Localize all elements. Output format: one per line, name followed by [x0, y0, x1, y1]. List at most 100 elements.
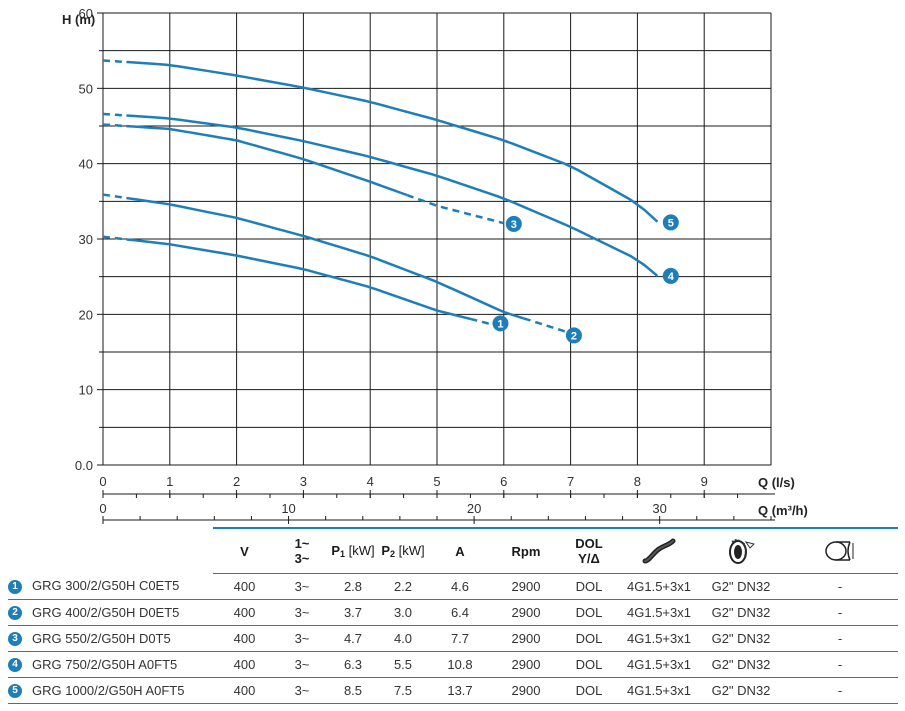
y-tick-label: 30: [79, 232, 93, 247]
phase-cell: 3~: [276, 573, 328, 600]
model-cell: 5 GRG 1000/2/G50H A0FT5: [8, 677, 213, 704]
header-amps: A: [428, 528, 492, 574]
x-tick-label: 9: [701, 474, 708, 489]
curve-number-badge: 4: [8, 658, 22, 673]
outlet-cell: G2" DN32: [700, 651, 782, 678]
float-cell: -: [782, 599, 898, 626]
curve-5-dashed-start: [103, 59, 127, 64]
header-p2-sub: 2: [390, 549, 396, 559]
curve-1-dashed-start: [102, 235, 127, 241]
header-phase: 1~ 3~: [276, 528, 328, 574]
x-tick-label: 2: [233, 474, 240, 489]
curve-5-solid: [126, 60, 659, 223]
curve-number-badge: 3: [8, 632, 22, 647]
curve-4-solid: [126, 114, 659, 277]
outlet-cell: G2" DN32: [700, 677, 782, 704]
header-voltage: V: [213, 528, 276, 574]
y-tick-label: 40: [79, 157, 93, 172]
header-p2-unit: [kW]: [395, 543, 425, 558]
p2-cell: 3.0: [378, 599, 428, 626]
curve-2-dashed-end: [523, 317, 571, 335]
curve-1-marker-label: 1: [497, 318, 503, 330]
table-row: 5 GRG 1000/2/G50H A0FT5 400 3~ 8.5 7.5 13.7 290…: [8, 677, 898, 704]
rpm-cell: 2900: [492, 677, 560, 704]
curve-2-marker: [565, 327, 582, 344]
model-name: GRG 300/2/G50H C0ET5: [32, 578, 180, 594]
x-tick-label: 8: [634, 474, 641, 489]
dol-cell: DOL: [560, 573, 618, 600]
header-dol-1: DOL: [575, 536, 603, 551]
p2-cell: 2.2: [378, 573, 428, 600]
p2-cell: 7.5: [378, 677, 428, 704]
curve-number-badge: 1: [8, 580, 22, 595]
curve-1-solid: [126, 238, 471, 321]
dol-cell: DOL: [560, 625, 618, 652]
v-cell: 400: [213, 651, 276, 678]
float-cell: -: [782, 651, 898, 678]
header-p1: P1 [kW]: [328, 528, 378, 574]
v-cell: 400: [213, 573, 276, 600]
float-cell: -: [782, 677, 898, 704]
model-cell: 4 GRG 750/2/G50H A0FT5: [8, 651, 213, 678]
p2-cell: 5.5: [378, 651, 428, 678]
float-switch-icon: [782, 528, 898, 574]
header-blank: [8, 529, 213, 574]
dol-cell: DOL: [560, 677, 618, 704]
cable-icon: [618, 528, 700, 574]
curve-2-dashed-start: [103, 193, 127, 200]
cable-cell: 4G1.5+3x1: [618, 625, 700, 652]
v-cell: 400: [213, 599, 276, 626]
a-cell: 7.7: [428, 625, 492, 652]
curve-5-marker: [662, 214, 679, 231]
y-tick-label: 0.0: [75, 458, 93, 473]
x-tick-label: 3: [300, 474, 307, 489]
y-tick-label: 60: [79, 6, 93, 21]
phase-cell: 3~: [276, 625, 328, 652]
header-dol-2: Y/Δ: [578, 551, 600, 566]
a-cell: 6.4: [428, 599, 492, 626]
x2-tick-label: 10: [281, 501, 295, 516]
model-cell: 2 GRG 400/2/G50H D0ET5: [8, 599, 213, 626]
table-body: 1 GRG 300/2/G50H C0ET5 400 3~ 2.8 2.2 4.6 2900 D…: [8, 573, 898, 704]
outlet-cell: G2" DN32: [700, 573, 782, 600]
model-name: GRG 1000/2/G50H A0FT5: [32, 682, 185, 698]
header-p1-sub: 1: [340, 549, 346, 559]
x2-tick-label: 20: [467, 501, 481, 516]
curve-4-dashed-start: [102, 112, 127, 117]
table-row: 3 GRG 550/2/G50H D0T5 400 3~ 4.7 4.0 7.7 2900 DO…: [8, 625, 898, 652]
phase-cell: 3~: [276, 677, 328, 704]
header-p2-label: P: [381, 543, 391, 558]
curve-number-badge: 2: [8, 606, 22, 621]
curve-3-marker-label: 3: [511, 219, 517, 231]
cable-cell: 4G1.5+3x1: [618, 573, 700, 600]
x2-axis-title: Q (m³/h): [758, 503, 808, 518]
model-cell: 1 GRG 300/2/G50H C0ET5: [8, 573, 213, 600]
rpm-cell: 2900: [492, 599, 560, 626]
table-row: 4 GRG 750/2/G50H A0FT5 400 3~ 6.3 5.5 10.8 2900…: [8, 651, 898, 678]
v-cell: 400: [213, 625, 276, 652]
dol-cell: DOL: [560, 599, 618, 626]
outlet-cell: G2" DN32: [700, 625, 782, 652]
table-top-rule: [8, 527, 898, 529]
curve-number-badge: 5: [8, 684, 22, 699]
x-tick-label: 4: [367, 474, 374, 489]
cable-cell: 4G1.5+3x1: [618, 599, 700, 626]
phase-cell: 3~: [276, 599, 328, 626]
header-dol: DOL Y/Δ: [560, 528, 618, 574]
header-p2: P2 [kW]: [378, 528, 428, 574]
pump-curve-chart: 0.0 10 20 30 40 50 60 0 1 2 3 4 5 6 7 8 9 0 10 20 30 1 2 3 4 5 H…: [62, 6, 808, 524]
header-phase-1: 1~: [294, 536, 310, 551]
curve-2-marker-label: 2: [571, 330, 577, 342]
p1-cell: 8.5: [328, 677, 378, 704]
model-name: GRG 550/2/G50H D0T5: [32, 630, 171, 646]
rpm-cell: 2900: [492, 651, 560, 678]
curve-5-marker-label: 5: [668, 217, 674, 229]
x-tick-label: 1: [166, 474, 173, 489]
curve-3-dashed-end: [406, 193, 505, 225]
a-cell: 10.8: [428, 651, 492, 678]
y-tick-label: 10: [79, 383, 93, 398]
x-tick-label: 5: [433, 474, 440, 489]
model-name: GRG 750/2/G50H A0FT5: [32, 656, 178, 672]
cable-cell: 4G1.5+3x1: [618, 677, 700, 704]
curve-2-solid: [126, 196, 525, 320]
